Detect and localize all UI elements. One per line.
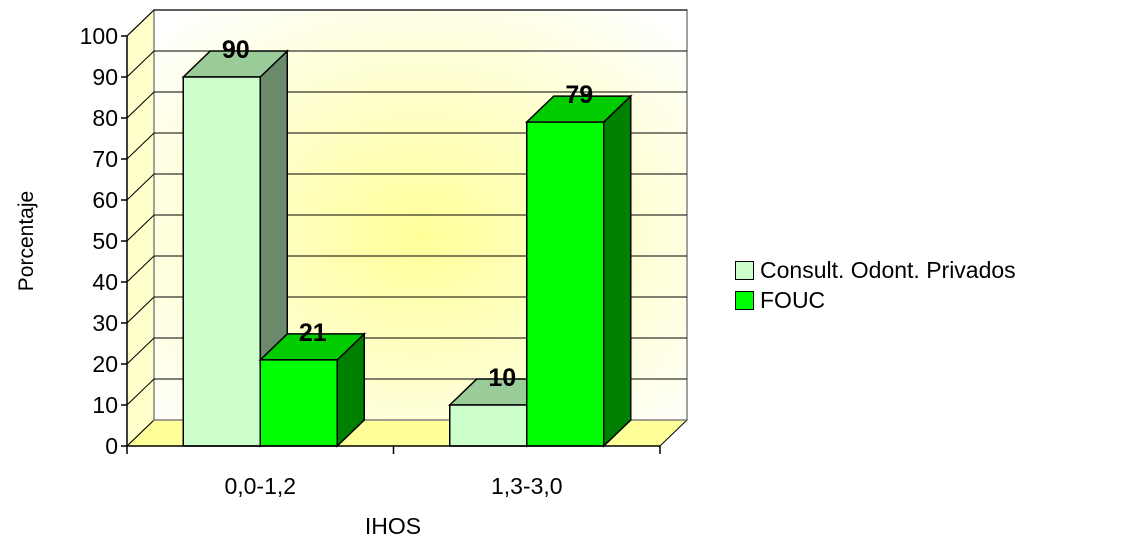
data-labels: 90 10 21 79: [222, 36, 593, 392]
y-tick-label: 100: [80, 23, 118, 49]
bar-front: [182, 76, 261, 447]
legend-label-fouc: FOUC: [760, 286, 826, 313]
legend-swatch-fouc: [735, 290, 754, 310]
y-axis: 0 10 20 30 40 50 60 70 80 90 100: [80, 23, 128, 459]
y-tick-label: 70: [92, 146, 118, 172]
gridline: [126, 173, 687, 201]
bar-front: [449, 404, 528, 447]
data-label: 79: [565, 81, 593, 109]
legend-label-consult: Consult. Odont. Privados: [760, 256, 1016, 283]
bar-front: [526, 121, 605, 447]
x-tick-label: 0,0-1,2: [224, 473, 296, 499]
bar: [258, 332, 367, 448]
legend: Consult. Odont. Privados FOUC: [735, 255, 1016, 315]
bar: [524, 94, 633, 448]
y-tick-label: 10: [92, 392, 118, 418]
gridline: [126, 91, 687, 119]
legend-swatch-consult: [735, 260, 754, 280]
gridline: [126, 132, 687, 160]
y-tick-label: 40: [92, 269, 118, 295]
bar-front: [259, 359, 338, 447]
gridline: [126, 296, 687, 324]
y-tick-label: 80: [92, 105, 118, 131]
gridline: [126, 255, 687, 283]
y-tick-label: 30: [92, 310, 118, 336]
gridline: [126, 337, 687, 365]
y-tick-label: 60: [92, 187, 118, 213]
x-axis: 0,0-1,2 1,3-3,0: [126, 445, 661, 499]
bars: [181, 49, 633, 448]
legend-item-fouc: FOUC: [735, 285, 1016, 315]
legend-item-consult: Consult. Odont. Privados: [735, 255, 1016, 285]
y-tick-label: 90: [92, 64, 118, 90]
y-tick-label: 0: [105, 433, 118, 459]
gridline: [126, 214, 687, 242]
y-axis-title: Porcentaje: [15, 191, 38, 291]
data-label: 21: [299, 319, 327, 347]
bar-side: [603, 94, 632, 448]
y-tick-label: 50: [92, 228, 118, 254]
y-tick-label: 20: [92, 351, 118, 377]
data-label: 10: [488, 364, 516, 392]
x-axis-title: IHOS: [365, 513, 421, 539]
gridline: [126, 9, 687, 37]
data-label: 90: [222, 36, 250, 64]
x-tick-label: 1,3-3,0: [491, 473, 563, 499]
gridline: [126, 50, 687, 78]
